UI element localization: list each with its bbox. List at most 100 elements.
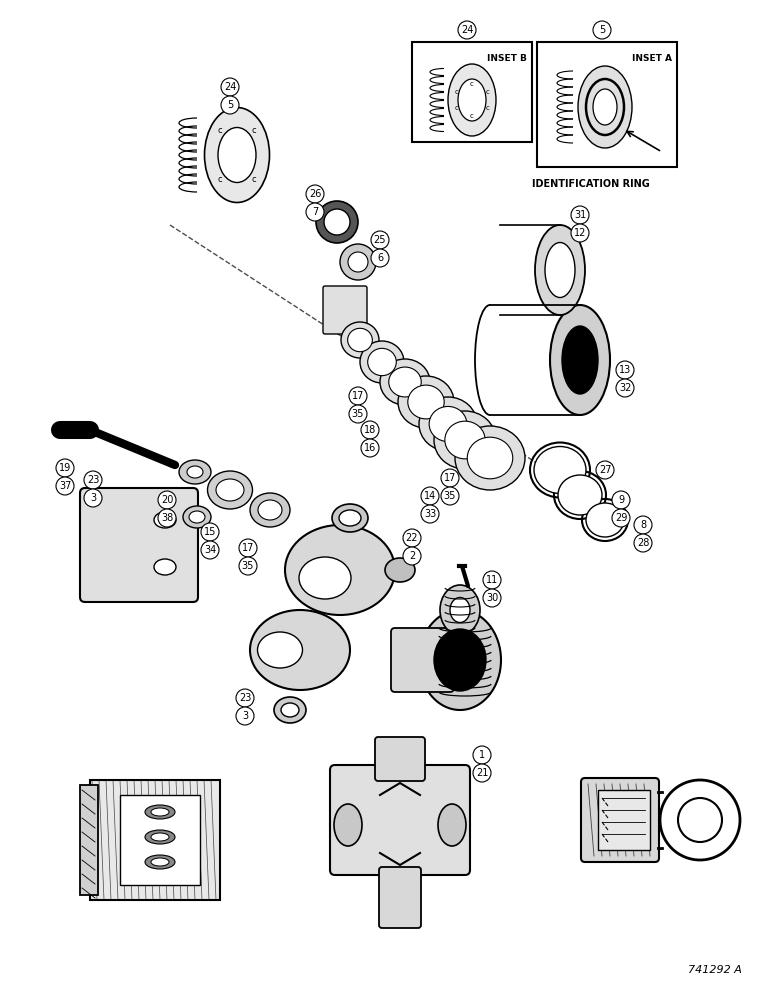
Text: 5: 5 bbox=[227, 100, 233, 110]
Ellipse shape bbox=[550, 305, 610, 415]
Ellipse shape bbox=[218, 127, 256, 182]
Circle shape bbox=[371, 231, 389, 249]
Text: 24: 24 bbox=[461, 25, 473, 35]
Text: 1: 1 bbox=[479, 750, 485, 760]
Ellipse shape bbox=[145, 855, 175, 869]
Ellipse shape bbox=[455, 426, 525, 490]
Ellipse shape bbox=[151, 833, 169, 841]
Circle shape bbox=[349, 405, 367, 423]
Text: 7: 7 bbox=[312, 207, 318, 217]
Text: 13: 13 bbox=[619, 365, 631, 375]
Ellipse shape bbox=[189, 511, 205, 523]
Circle shape bbox=[473, 746, 491, 764]
FancyBboxPatch shape bbox=[598, 790, 650, 850]
Ellipse shape bbox=[154, 512, 176, 528]
Circle shape bbox=[483, 589, 501, 607]
Ellipse shape bbox=[258, 500, 282, 520]
Ellipse shape bbox=[360, 341, 404, 383]
Text: INSET A: INSET A bbox=[632, 54, 672, 63]
Ellipse shape bbox=[578, 66, 632, 148]
Ellipse shape bbox=[458, 79, 486, 121]
Ellipse shape bbox=[334, 804, 362, 846]
Circle shape bbox=[56, 459, 74, 477]
Text: 35: 35 bbox=[352, 409, 364, 419]
Circle shape bbox=[371, 249, 389, 267]
Ellipse shape bbox=[274, 697, 306, 723]
Text: 30: 30 bbox=[486, 593, 498, 603]
Text: IDENTIFICATION RING: IDENTIFICATION RING bbox=[532, 179, 650, 189]
Text: 25: 25 bbox=[374, 235, 386, 245]
Text: 28: 28 bbox=[637, 538, 649, 548]
Text: 27: 27 bbox=[599, 465, 611, 475]
Ellipse shape bbox=[534, 446, 586, 493]
Ellipse shape bbox=[660, 780, 740, 860]
Ellipse shape bbox=[339, 510, 361, 526]
Circle shape bbox=[361, 439, 379, 457]
Circle shape bbox=[361, 421, 379, 439]
Text: c: c bbox=[486, 89, 489, 95]
Text: 11: 11 bbox=[486, 575, 498, 585]
Ellipse shape bbox=[347, 328, 372, 352]
Text: 2: 2 bbox=[409, 551, 415, 561]
Ellipse shape bbox=[341, 322, 379, 358]
Ellipse shape bbox=[445, 421, 485, 459]
Text: 16: 16 bbox=[364, 443, 376, 453]
Ellipse shape bbox=[440, 585, 480, 635]
Text: c: c bbox=[252, 126, 256, 135]
Text: 19: 19 bbox=[59, 463, 71, 473]
Text: 22: 22 bbox=[406, 533, 418, 543]
Ellipse shape bbox=[545, 242, 575, 298]
Text: 18: 18 bbox=[364, 425, 376, 435]
Text: 34: 34 bbox=[204, 545, 216, 555]
Ellipse shape bbox=[429, 406, 467, 442]
Circle shape bbox=[593, 21, 611, 39]
Ellipse shape bbox=[216, 479, 244, 501]
Circle shape bbox=[441, 469, 459, 487]
Ellipse shape bbox=[562, 326, 598, 394]
Circle shape bbox=[421, 487, 439, 505]
Text: 31: 31 bbox=[574, 210, 586, 220]
Circle shape bbox=[201, 523, 219, 541]
Circle shape bbox=[221, 96, 239, 114]
FancyBboxPatch shape bbox=[412, 42, 532, 142]
Circle shape bbox=[201, 541, 219, 559]
Text: 15: 15 bbox=[204, 527, 216, 537]
FancyBboxPatch shape bbox=[80, 785, 98, 895]
FancyBboxPatch shape bbox=[379, 867, 421, 928]
Circle shape bbox=[634, 516, 652, 534]
Ellipse shape bbox=[205, 107, 269, 202]
Circle shape bbox=[634, 534, 652, 552]
Circle shape bbox=[56, 477, 74, 495]
Ellipse shape bbox=[593, 89, 617, 125]
Ellipse shape bbox=[438, 804, 466, 846]
Circle shape bbox=[236, 689, 254, 707]
Text: 3: 3 bbox=[90, 493, 96, 503]
Ellipse shape bbox=[145, 805, 175, 819]
Text: 9: 9 bbox=[618, 495, 624, 505]
Text: 35: 35 bbox=[444, 491, 456, 501]
Circle shape bbox=[483, 571, 501, 589]
Circle shape bbox=[239, 539, 257, 557]
Circle shape bbox=[458, 21, 476, 39]
Ellipse shape bbox=[408, 385, 444, 419]
FancyBboxPatch shape bbox=[323, 286, 367, 334]
Ellipse shape bbox=[285, 525, 395, 615]
Text: 32: 32 bbox=[619, 383, 631, 393]
Ellipse shape bbox=[258, 632, 303, 668]
Ellipse shape bbox=[250, 610, 350, 690]
Circle shape bbox=[306, 185, 324, 203]
Text: c: c bbox=[470, 113, 474, 119]
FancyBboxPatch shape bbox=[375, 737, 425, 781]
Text: 35: 35 bbox=[242, 561, 254, 571]
Text: 20: 20 bbox=[161, 495, 173, 505]
Ellipse shape bbox=[367, 348, 396, 376]
Ellipse shape bbox=[467, 437, 513, 479]
Ellipse shape bbox=[450, 597, 470, 622]
Ellipse shape bbox=[348, 252, 368, 272]
Circle shape bbox=[158, 491, 176, 509]
Ellipse shape bbox=[434, 629, 486, 691]
Ellipse shape bbox=[448, 64, 496, 136]
Text: c: c bbox=[455, 105, 459, 111]
Circle shape bbox=[596, 461, 614, 479]
Circle shape bbox=[239, 557, 257, 575]
